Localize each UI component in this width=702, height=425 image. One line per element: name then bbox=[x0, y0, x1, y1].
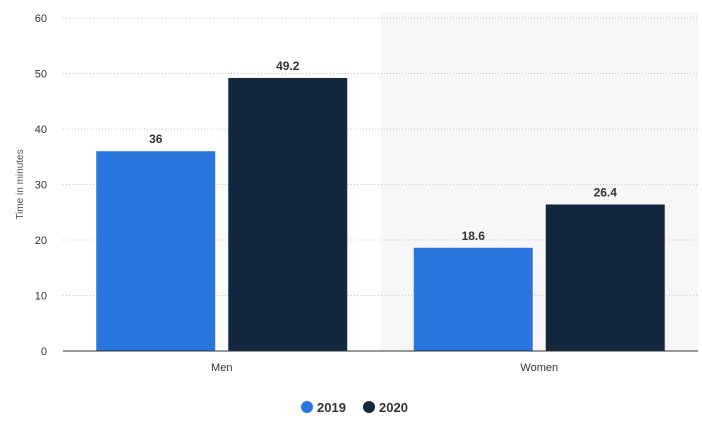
y-tick-label: 40 bbox=[35, 124, 47, 136]
y-tick-label: 20 bbox=[35, 235, 47, 247]
data-label: 18.6 bbox=[462, 229, 486, 243]
legend-marker bbox=[363, 401, 375, 413]
data-label: 26.4 bbox=[594, 185, 618, 199]
y-tick-label: 30 bbox=[35, 180, 47, 192]
bars bbox=[96, 77, 665, 351]
x-axis-categories: Men Women bbox=[211, 362, 558, 374]
legend-item-2020[interactable]: 2020 bbox=[363, 400, 408, 415]
legend-item-2019[interactable]: 2019 bbox=[301, 400, 346, 415]
data-label: 36 bbox=[149, 132, 163, 146]
y-tick-label: 50 bbox=[35, 69, 47, 81]
y-tick-label: 10 bbox=[35, 291, 47, 303]
x-category-label: Women bbox=[520, 362, 558, 374]
legend-marker bbox=[301, 401, 313, 413]
bar-women-2020[interactable] bbox=[545, 204, 665, 351]
data-label: 49.2 bbox=[276, 59, 300, 73]
y-axis-title: Time in minutes bbox=[15, 149, 26, 219]
x-category-label: Men bbox=[211, 362, 232, 374]
legend[interactable]: 2019 2020 bbox=[301, 400, 408, 415]
legend-label: 2019 bbox=[317, 400, 346, 415]
y-axis-ticks: 0 10 20 30 40 50 60 bbox=[35, 13, 47, 358]
bar-men-2020[interactable] bbox=[228, 77, 348, 351]
y-tick-label: 60 bbox=[35, 13, 47, 25]
legend-label: 2020 bbox=[379, 400, 408, 415]
bar-women-2019[interactable] bbox=[413, 247, 533, 351]
bar-men-2019[interactable] bbox=[96, 151, 216, 351]
y-tick-label: 0 bbox=[41, 346, 47, 358]
data-labels: 36 49.2 18.6 26.4 bbox=[149, 59, 617, 243]
